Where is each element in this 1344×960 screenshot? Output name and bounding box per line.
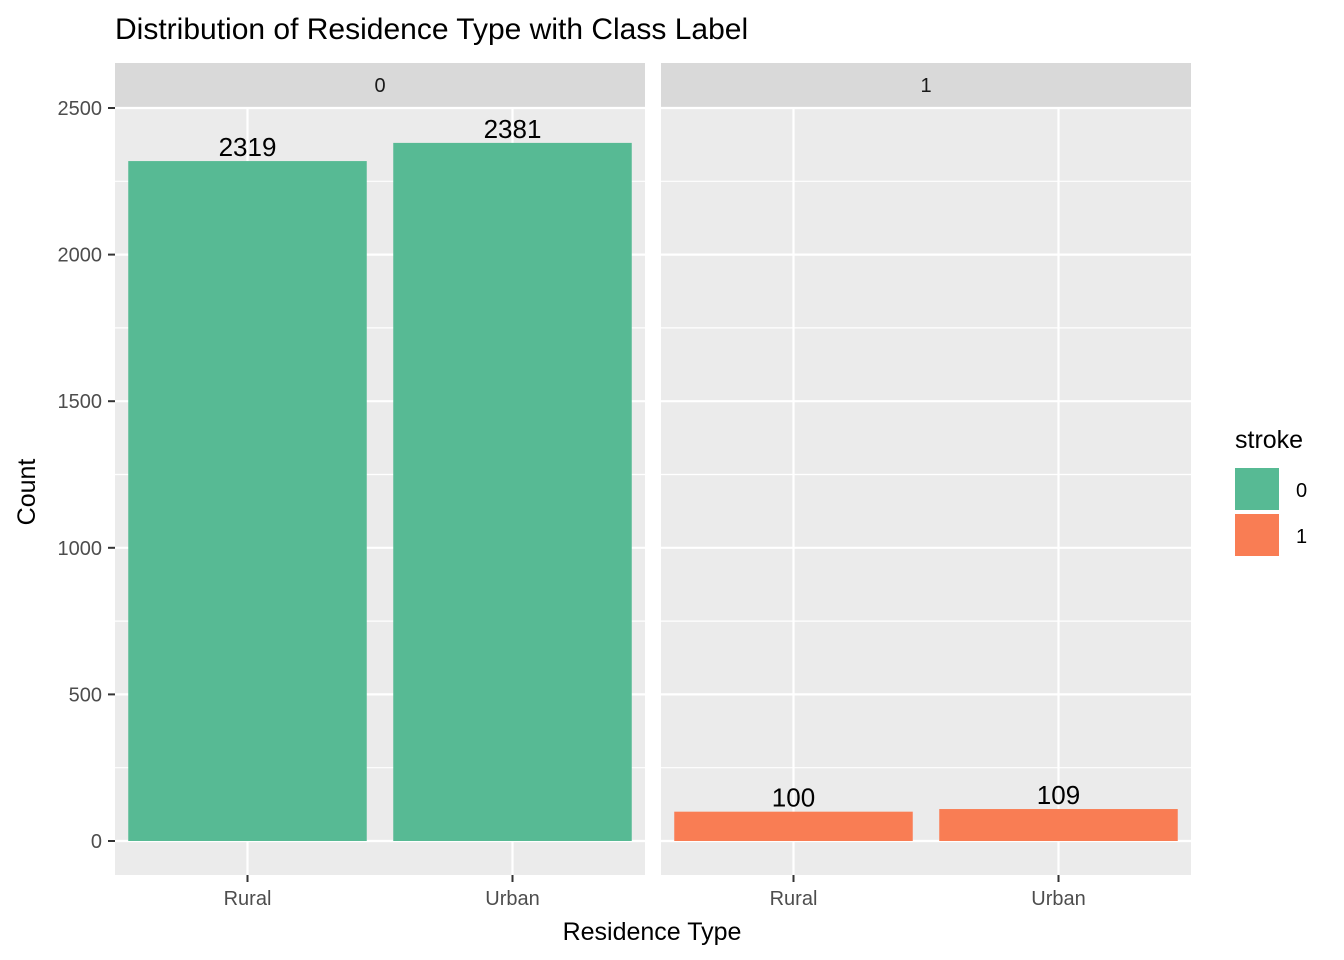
legend: stroke 0 1	[1235, 426, 1307, 556]
facet-strip-label: 0	[374, 75, 385, 97]
data-label: 2319	[219, 132, 277, 162]
facet-panel-1: 1 100 Rural 109 Urban	[661, 63, 1191, 910]
x-tick-label: Urban	[1031, 888, 1085, 910]
facet-panels: 0 2319 Rural 2381 Urban 1 100 Rural 109 Urban	[115, 63, 1191, 910]
bar-0-rural	[128, 161, 367, 841]
y-axis: 0 500 1000 1500 2000 2500	[58, 98, 115, 853]
chart-title: Distribution of Residence Type with Clas…	[115, 13, 748, 46]
x-tick-label: Urban	[485, 888, 539, 910]
facet-strip	[661, 63, 1191, 108]
legend-swatch-0	[1235, 468, 1279, 510]
x-axis-title: Residence Type	[563, 918, 742, 946]
x-tick-label: Rural	[770, 888, 818, 910]
x-tick-label: Rural	[224, 888, 272, 910]
y-tick-label: 2500	[58, 98, 103, 120]
facet-strip	[115, 63, 645, 108]
legend-title: stroke	[1235, 426, 1303, 454]
y-tick-label: 1000	[58, 538, 103, 560]
data-label: 100	[772, 783, 815, 813]
data-label: 109	[1037, 780, 1080, 810]
legend-label-1: 1	[1296, 526, 1307, 548]
bar-1-urban	[939, 809, 1178, 841]
data-label: 2381	[484, 114, 542, 144]
y-tick-label: 1500	[58, 391, 103, 413]
bar-0-urban	[393, 142, 632, 841]
y-tick-label: 2000	[58, 245, 103, 267]
legend-swatch-1	[1235, 514, 1279, 556]
panel-background	[661, 108, 1191, 875]
facet-panel-0: 0 2319 Rural 2381 Urban	[115, 63, 645, 910]
y-axis-title: Count	[13, 459, 41, 526]
bar-1-rural	[674, 811, 913, 841]
facet-strip-label: 1	[920, 75, 931, 97]
legend-label-0: 0	[1296, 480, 1307, 502]
y-tick-label: 0	[91, 831, 102, 853]
y-tick-label: 500	[69, 684, 102, 706]
